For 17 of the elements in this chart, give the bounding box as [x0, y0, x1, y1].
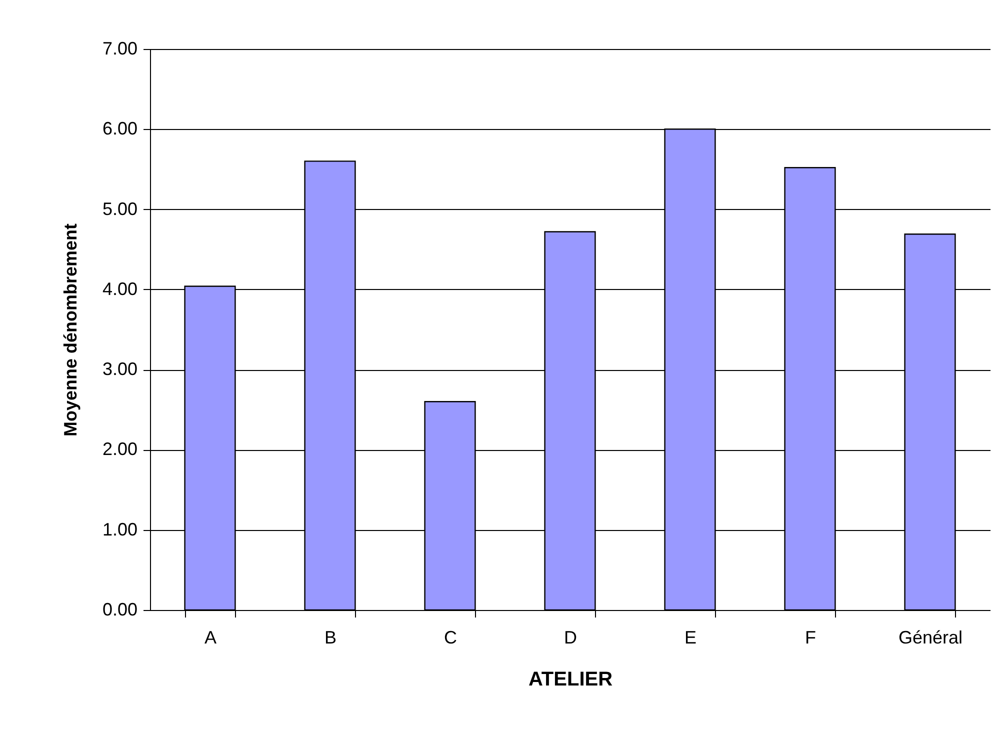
y-tick-label: 0.00: [102, 600, 138, 620]
x-tick-label: E: [684, 628, 697, 648]
x-tick-label: D: [564, 628, 577, 648]
y-tick-label: 1.00: [102, 519, 138, 540]
x-tick-label: C: [444, 628, 457, 648]
y-tick-label: 6.00: [102, 118, 138, 139]
y-tick-label: 3.00: [102, 359, 138, 380]
x-tick-label: A: [204, 628, 217, 648]
y-tick-label: 2.00: [102, 439, 138, 460]
y-tick-label: 5.00: [102, 198, 138, 219]
x-tick-label: Général: [898, 628, 963, 648]
x-tick-label: B: [324, 628, 337, 648]
x-axis-title: ATELIER: [528, 668, 614, 690]
y-tick-label: 4.00: [102, 278, 138, 299]
y-axis-title: Moyenne dénombrement: [60, 223, 80, 437]
x-tick-label: F: [805, 628, 816, 648]
y-tick-label: 7.00: [102, 38, 138, 58]
